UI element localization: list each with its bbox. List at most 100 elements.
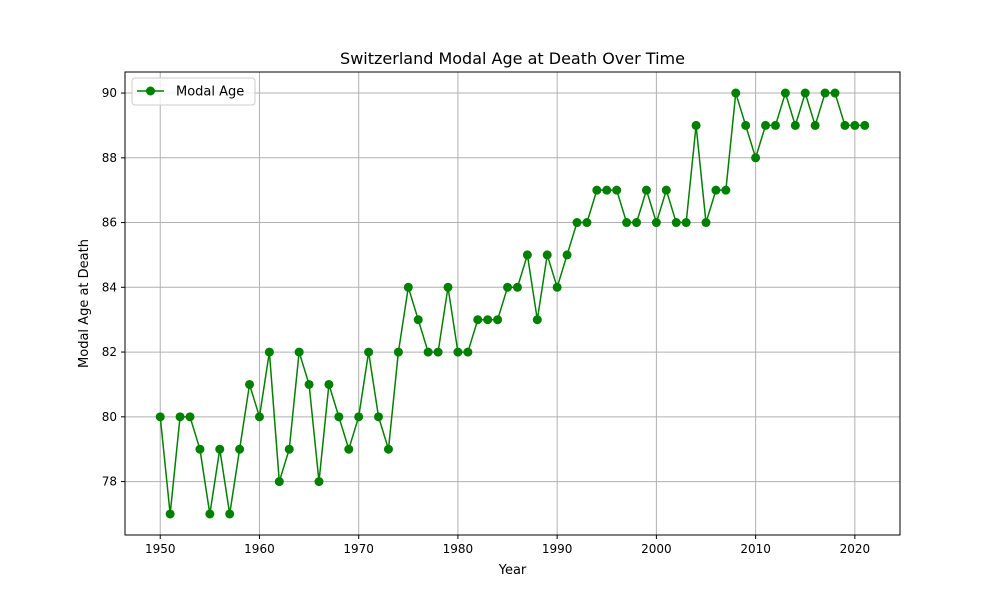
plot-area [125,72,900,535]
y-tick-label: 86 [102,216,117,230]
data-point [830,88,840,98]
legend-point-marker [146,86,155,96]
data-point [413,315,423,325]
y-tick-label: 84 [102,280,117,294]
data-point [820,88,830,98]
x-tick-label: 1990 [542,542,573,556]
data-point [602,185,612,195]
data-point [800,88,810,98]
x-tick-label: 1950 [145,542,176,556]
data-point [264,347,274,357]
data-point [493,315,503,325]
data-point [473,315,483,325]
data-point [512,282,522,292]
data-point [532,315,542,325]
data-point [155,412,165,422]
data-point [780,88,790,98]
data-point [751,153,761,163]
data-point [770,120,780,130]
data-point [741,120,751,130]
data-point [701,218,711,228]
data-point [403,282,413,292]
legend-box [131,77,256,106]
data-point [195,444,205,454]
data-point [374,412,384,422]
data-point [622,218,632,228]
legend-label: Modal Age [176,85,244,100]
data-point [393,347,403,357]
y-axis-ticks: 78 80 82 84 86 88 90 [102,86,125,489]
data-point [761,120,771,130]
data-point [443,282,453,292]
data-point [711,185,721,195]
data-point [503,282,513,292]
y-tick-label: 88 [102,151,117,165]
data-point [364,347,374,357]
data-point [612,185,622,195]
data-point [632,218,642,228]
data-point [235,444,245,454]
data-point [522,250,532,260]
x-axis-ticks: 1950 1960 1970 1980 1990 2000 2010 2020 [145,535,870,556]
data-point [175,412,185,422]
data-point [354,412,364,422]
data-point [215,444,225,454]
data-point [165,509,175,519]
grid-lines [125,72,900,535]
data-point [731,88,741,98]
plot-frame [124,71,901,536]
data-point [225,509,235,519]
series-line [159,92,865,515]
data-point [294,347,304,357]
data-point [562,250,572,260]
data-point [850,120,860,130]
y-tick-label: 80 [102,410,117,424]
data-point [433,347,443,357]
data-point [840,120,850,130]
data-point [661,185,671,195]
data-point [552,282,562,292]
x-tick-label: 2000 [641,542,672,556]
y-tick-label: 82 [102,345,117,359]
x-axis-label: Year [498,563,527,578]
series-group [155,88,870,519]
legend: Modal Age [131,77,256,106]
x-tick-label: 2010 [740,542,771,556]
data-point [691,120,701,130]
data-point [334,412,344,422]
data-point [344,444,354,454]
y-tick-label: 78 [102,475,117,489]
data-point [572,218,582,228]
x-tick-label: 1980 [443,542,474,556]
data-point [463,347,473,357]
data-point [254,412,264,422]
data-point [641,185,651,195]
data-point [681,218,691,228]
data-point [314,477,324,487]
y-tick-label: 90 [102,86,117,100]
data-point [592,185,602,195]
data-point [274,477,284,487]
data-point [423,347,433,357]
y-axis-label: Modal Age at Death [77,239,92,368]
data-point [860,120,870,130]
x-tick-label: 1970 [343,542,374,556]
data-point [383,444,393,454]
data-point [205,509,215,519]
data-point [483,315,493,325]
data-point [721,185,731,195]
data-point [582,218,592,228]
data-point [671,218,681,228]
chart-title: Switzerland Modal Age at Death Over Time [340,49,685,68]
data-point [453,347,463,357]
data-point [790,120,800,130]
data-point [185,412,195,422]
data-point [651,218,661,228]
data-point [284,444,294,454]
data-point [324,379,334,389]
data-point [304,379,314,389]
x-tick-label: 2020 [840,542,871,556]
x-tick-label: 1960 [244,542,275,556]
data-point [810,120,820,130]
